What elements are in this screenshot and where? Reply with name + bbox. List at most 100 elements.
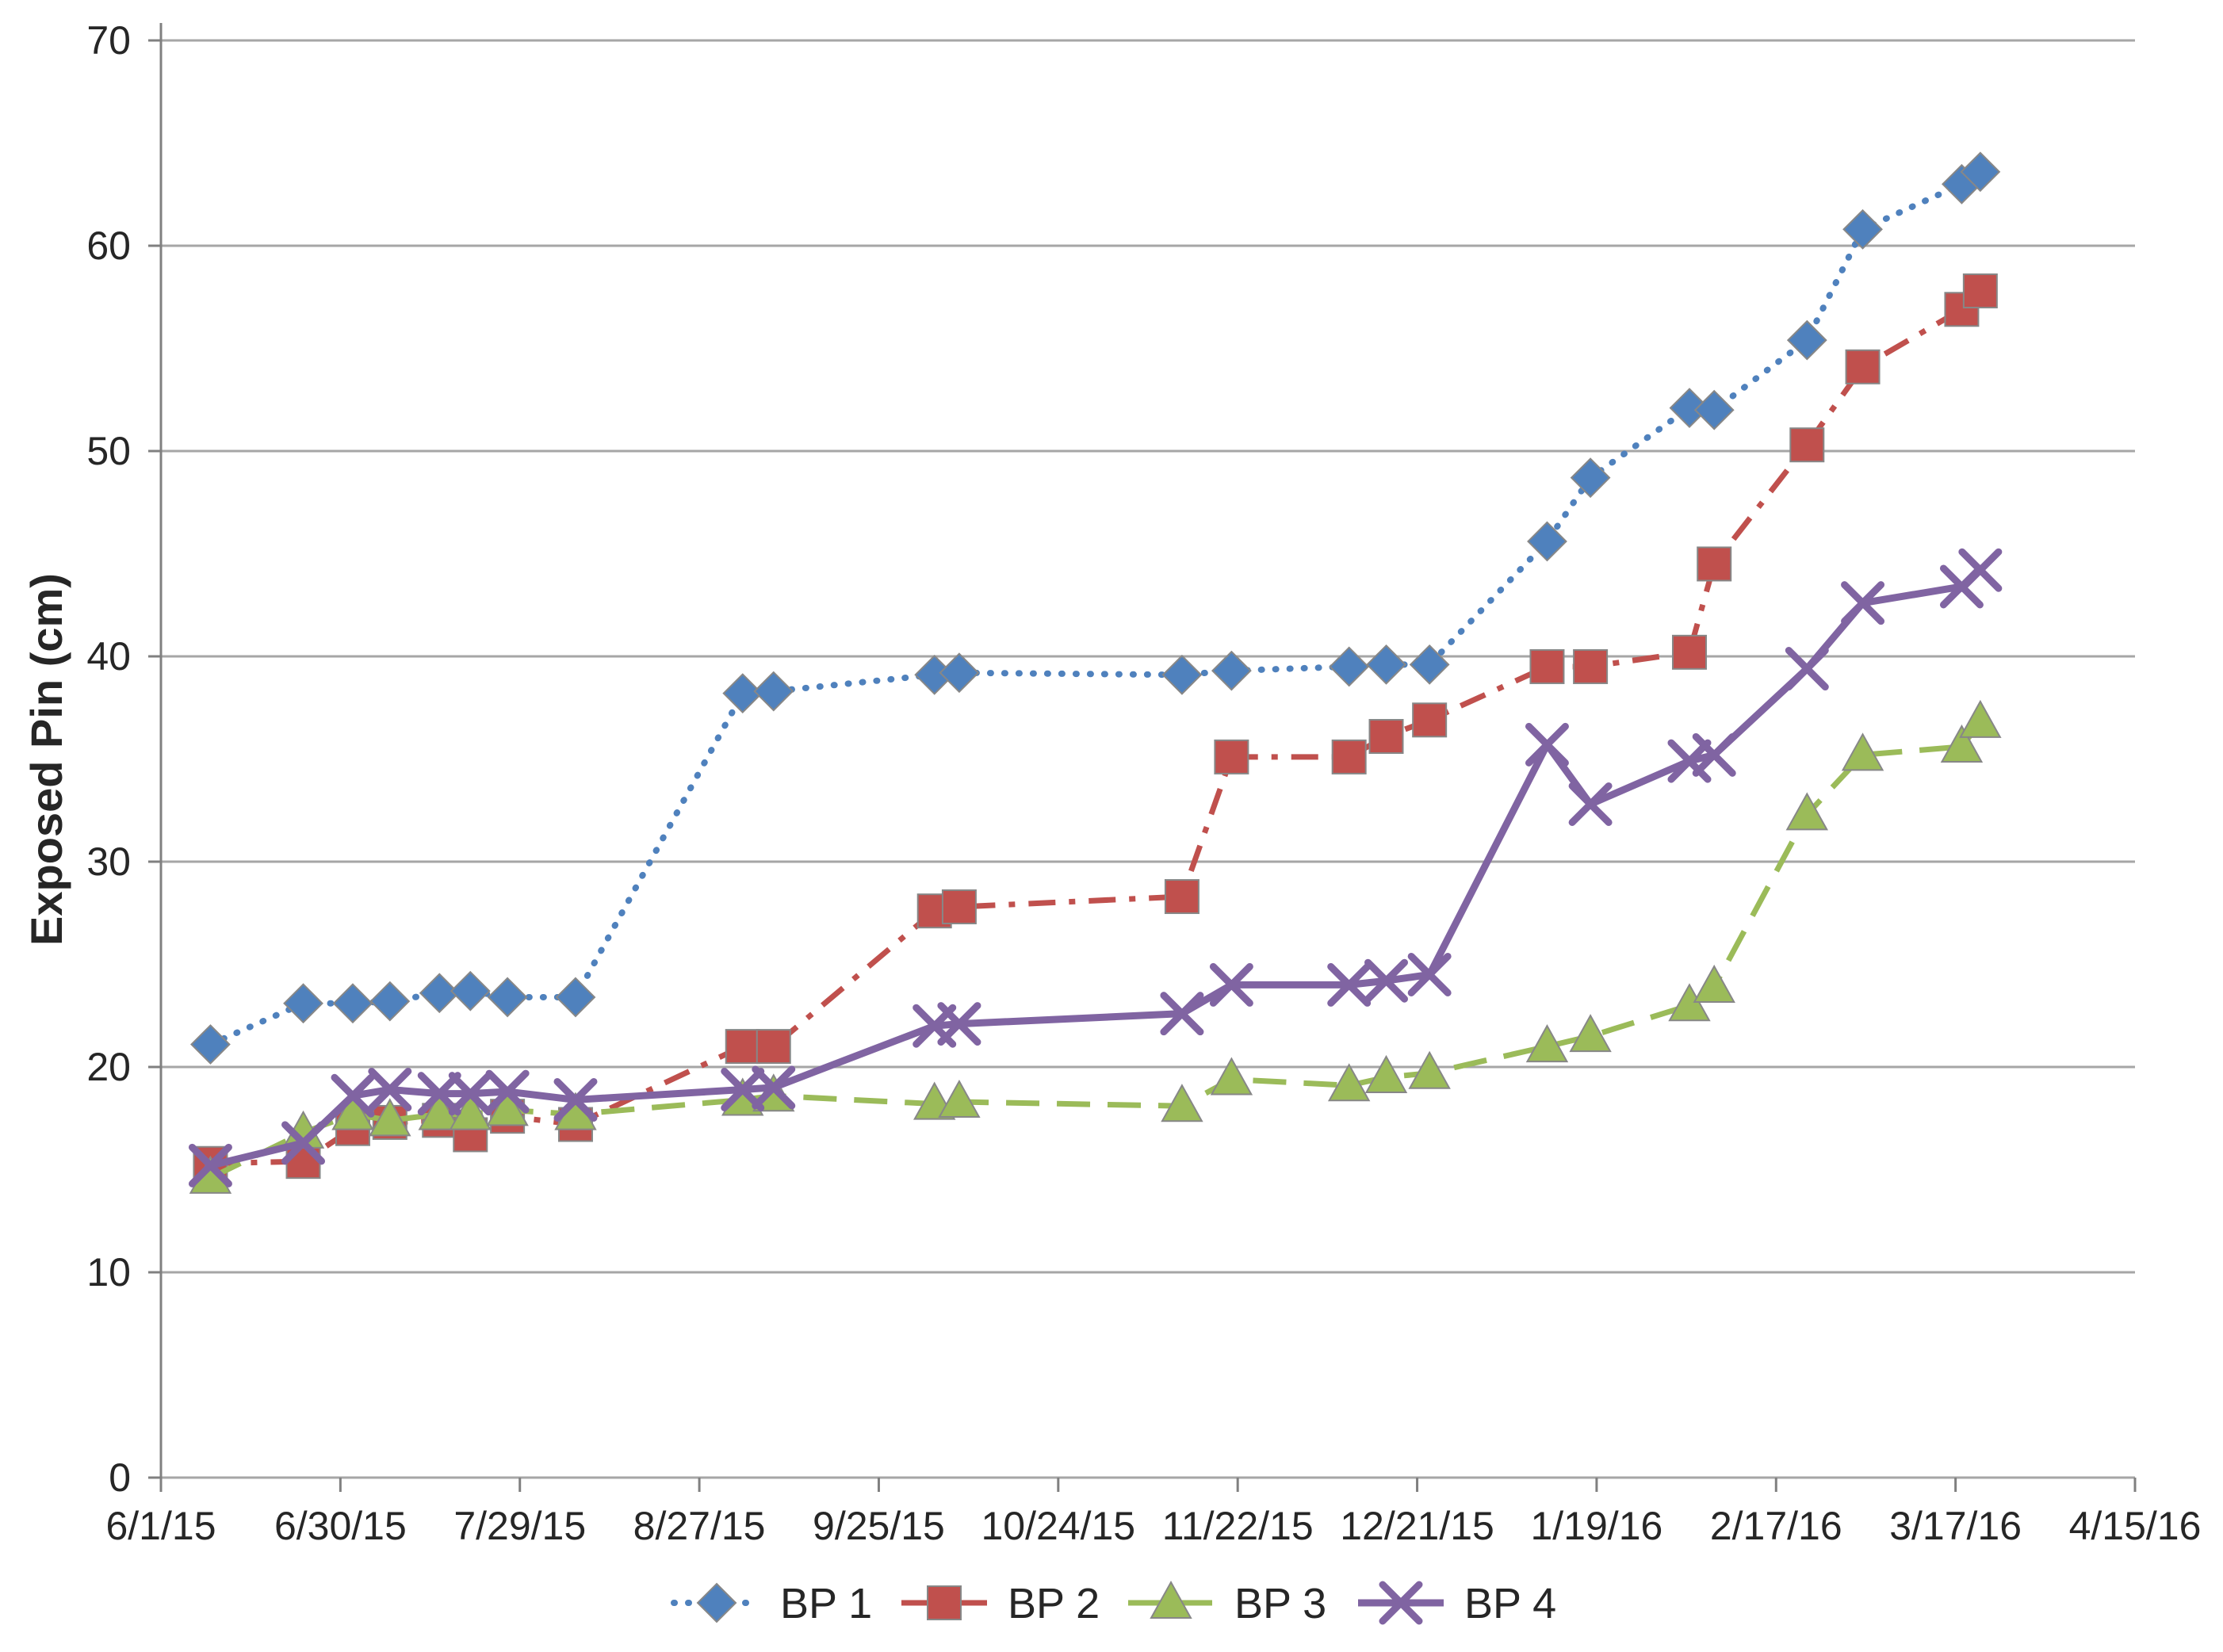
- axes: [148, 23, 2137, 1492]
- series-markers-bp-2: [193, 273, 1998, 1181]
- legend-marker-diamond-icon: [696, 1582, 737, 1623]
- marker-bp-3-12/23/15: [1408, 1050, 1451, 1089]
- x-tick-label: 9/25/15: [813, 1504, 945, 1548]
- marker-bp-3-12/16/15: [1364, 1054, 1408, 1093]
- marker-bp-1-7/21/15: [450, 970, 491, 1011]
- x-tick-label: 4/15/16: [2069, 1504, 2202, 1548]
- marker-bp-2-9/8/15: [756, 1029, 791, 1065]
- marker-bp-1-9/3/15: [722, 673, 763, 714]
- x-tick-label: 7/29/15: [453, 1504, 586, 1548]
- marker-bp-2-1/11/16: [1529, 648, 1565, 684]
- marker-bp-2-10/8/15: [941, 889, 977, 924]
- marker-bp-4-12/16/15: [1364, 958, 1409, 1003]
- marker-bp-3-11/13/15: [1161, 1084, 1203, 1122]
- marker-bp-3-3/21/16: [1959, 699, 2002, 738]
- marker-bp-4-7/8/15: [368, 1067, 412, 1111]
- marker-bp-2-12/16/15: [1368, 719, 1404, 755]
- marker-bp-3-7/2/15: [331, 1092, 374, 1130]
- marker-bp-3-10/8/15: [938, 1079, 981, 1119]
- series-line-bp-4: [209, 567, 1983, 1169]
- series-markers-bp-1: [190, 151, 2001, 1065]
- marker-bp-4-8/7/15: [553, 1077, 598, 1122]
- legend-item-bp-4: BP 4: [1358, 1580, 1556, 1627]
- marker-bp-1-2/22/16: [1786, 319, 1827, 361]
- marker-bp-3-1/18/16: [1569, 1014, 1612, 1053]
- gridlines: [161, 39, 2135, 1479]
- y-tick-label: 60: [86, 224, 131, 268]
- marker-bp-1-10/8/15: [939, 652, 980, 694]
- y-tick-label: 40: [86, 634, 131, 679]
- marker-bp-4-10/8/15: [937, 1002, 981, 1046]
- legend-marker-x-icon: [1379, 1581, 1423, 1625]
- y-tick-label: 30: [86, 839, 131, 884]
- marker-bp-4-3/2/16: [1841, 581, 1885, 625]
- marker-bp-1-2/3/16: [1669, 388, 1710, 429]
- legend-label-bp-3: BP 3: [1234, 1580, 1326, 1627]
- marker-bp-1-7/8/15: [369, 981, 411, 1022]
- marker-bp-4-6/9/15: [188, 1143, 232, 1187]
- marker-bp-1-11/21/15: [1211, 650, 1252, 691]
- legend: BP 1 BP 2 BP 3 BP 4: [671, 1580, 1556, 1627]
- y-axis-title: Exposed Pin (cm): [21, 573, 71, 946]
- marker-bp-3-12/10/15: [1327, 1063, 1371, 1102]
- marker-bp-1-7/27/15: [487, 977, 528, 1018]
- y-tick-label: 70: [86, 18, 131, 63]
- series-line-bp-1: [207, 168, 1984, 1048]
- x-axis-tick-labels: 6/1/15 6/30/15 7/29/15 8/27/15 9/25/15 10/24/…: [105, 1504, 2201, 1548]
- marker-bp-1-3/2/16: [1842, 208, 1883, 250]
- marker-bp-2-3/2/16: [1845, 349, 1881, 384]
- marker-bp-2-12/23/15: [1412, 702, 1448, 738]
- marker-bp-4-2/7/16: [1692, 732, 1736, 777]
- series-plot-area: [188, 151, 2003, 1194]
- marker-bp-1-12/16/15: [1366, 644, 1406, 685]
- x-tick-label: 2/17/16: [1710, 1504, 1842, 1548]
- marker-bp-4-12/10/15: [1327, 962, 1372, 1007]
- marker-bp-2-9/3/15: [725, 1029, 760, 1065]
- series-markers-bp-3: [189, 699, 2002, 1194]
- legend-marker-square-icon: [927, 1585, 962, 1620]
- legend-label-bp-2: BP 2: [1008, 1580, 1100, 1627]
- y-axis-tick-labels: 0 10 20 30 40 50 60 70: [86, 18, 131, 1500]
- series-markers-bp-4: [188, 548, 2003, 1187]
- marker-bp-3-2/7/16: [1693, 964, 1735, 1003]
- marker-bp-4-7/16/15: [417, 1072, 461, 1116]
- x-tick-label: 6/30/15: [274, 1504, 407, 1548]
- marker-bp-4-6/24/15: [281, 1121, 326, 1165]
- x-tick-label: 12/21/15: [1340, 1504, 1494, 1548]
- marker-bp-4-11/13/15: [1160, 992, 1204, 1036]
- legend-label-bp-4: BP 4: [1464, 1580, 1556, 1627]
- marker-bp-4-9/8/15: [752, 1065, 796, 1110]
- marker-bp-3-7/8/15: [369, 1098, 411, 1137]
- legend-label-bp-1: BP 1: [780, 1580, 872, 1627]
- x-tick-label: 11/22/15: [1162, 1504, 1314, 1548]
- marker-bp-1-9/8/15: [753, 671, 794, 712]
- marker-bp-4-1/11/16: [1525, 722, 1569, 767]
- marker-bp-4-2/22/16: [1785, 647, 1829, 691]
- marker-bp-3-7/27/15: [486, 1088, 529, 1126]
- marker-bp-2-3/21/16: [1962, 273, 1998, 308]
- marker-bp-4-11/21/15: [1209, 962, 1253, 1007]
- marker-bp-2-12/10/15: [1331, 739, 1367, 774]
- marker-bp-4-7/2/15: [331, 1073, 375, 1118]
- marker-bp-4-2/3/16: [1667, 739, 1712, 783]
- marker-bp-1-11/13/15: [1161, 654, 1203, 695]
- marker-bp-2-1/18/16: [1573, 648, 1609, 684]
- marker-bp-4-12/23/15: [1407, 952, 1452, 996]
- marker-bp-3-11/21/15: [1210, 1057, 1253, 1096]
- marker-bp-2-2/3/16: [1671, 634, 1707, 670]
- legend-marker-triangle-icon: [1150, 1580, 1192, 1619]
- marker-bp-1-7/16/15: [419, 973, 460, 1014]
- y-tick-label: 0: [109, 1455, 131, 1500]
- marker-bp-2-11/21/15: [1214, 739, 1249, 774]
- y-tick-label: 10: [86, 1250, 131, 1294]
- marker-bp-1-1/18/16: [1570, 457, 1611, 499]
- x-tick-label: 10/24/15: [981, 1504, 1135, 1548]
- marker-bp-1-7/2/15: [332, 983, 373, 1024]
- marker-bp-1-12/10/15: [1329, 646, 1370, 687]
- marker-bp-3-2/22/16: [1785, 792, 1828, 831]
- x-tick-label: 6/1/15: [105, 1504, 216, 1548]
- legend-item-bp-1: BP 1: [671, 1580, 872, 1627]
- marker-bp-4-1/18/16: [1568, 782, 1613, 826]
